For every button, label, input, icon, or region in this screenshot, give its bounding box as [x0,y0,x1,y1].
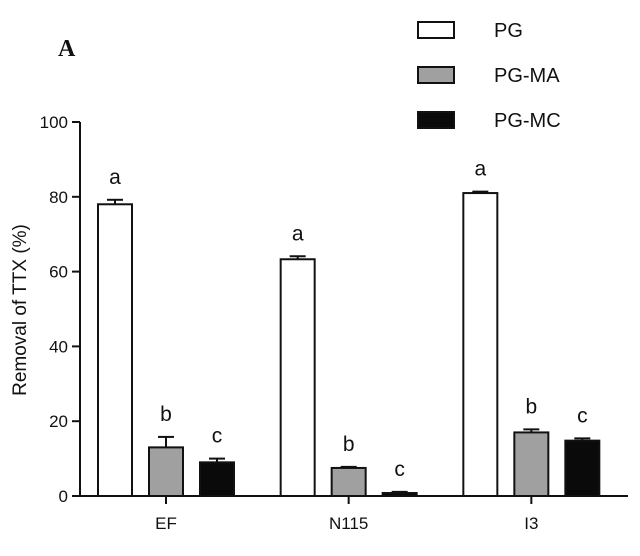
significance-label: b [525,395,537,418]
bar-pg-ef [97,203,133,497]
legend-label-pg-mc: PG-MC [494,110,561,132]
bar-pg-ma-ef [148,446,184,498]
y-axis-title-group: Removal of TTX (%) [10,224,31,396]
bar-pg-ma-n115 [330,466,367,498]
y-tick-label: 40 [49,337,68,356]
legend-swatch-pg-ma [417,66,455,84]
significance-label: a [109,166,121,189]
y-tick-label: 20 [49,412,68,431]
bar-pg-mc-n115 [381,492,418,497]
y-tick-label: 80 [49,188,68,207]
x-tick-label: EF [155,514,177,533]
legend-label-pg: PG [494,20,523,42]
significance-label: b [160,403,172,426]
bars: a b c a b c a b c [97,158,601,498]
significance-label: b [343,433,355,456]
significance-label: c [394,458,405,481]
significance-label: a [474,158,486,181]
bar-pg-n115 [279,258,316,497]
x-tick-label: I3 [524,514,538,533]
y-axis-title: Removal of TTX (%) [10,224,31,396]
y-tick-label: 100 [40,113,68,132]
legend-swatch-pg [417,21,455,39]
significance-label: c [212,425,223,448]
bar-pg-i3 [462,192,499,497]
y-tick-label: 60 [49,263,68,282]
bar-pg-mc-i3 [564,439,601,498]
bar-pg-ma-i3 [513,431,550,498]
x-tick-label: N115 [329,514,368,533]
panel-label: A [58,36,76,62]
bar-pg-mc-ef [199,461,235,497]
legend-swatch-pg-mc [417,111,455,129]
significance-label: c [577,404,588,427]
y-tick-label: 0 [59,487,68,506]
legend-label-pg-ma: PG-MA [494,65,560,87]
legend: PG PG-MA PG-MC [417,20,561,132]
significance-label: a [292,222,304,245]
